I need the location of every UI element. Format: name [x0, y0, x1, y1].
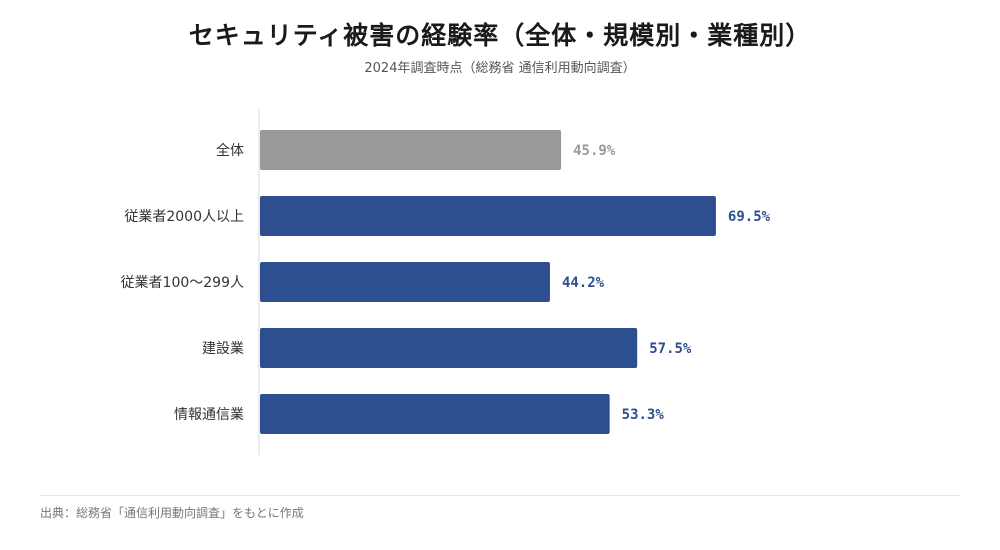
bar [260, 262, 550, 302]
value-label: 44.2% [562, 275, 605, 291]
value-label: 57.5% [649, 341, 692, 357]
category-label: 従業者100〜299人 [121, 275, 244, 291]
value-label: 69.5% [728, 209, 771, 225]
category-label: 情報通信業 [174, 407, 244, 423]
category-label: 全体 [216, 142, 244, 159]
bar [260, 130, 562, 170]
value-label: 45.9% [573, 143, 616, 159]
source-note: 出典：総務省「通信利用動向調査」をもとに作成 [40, 506, 304, 520]
category-label: 従業者2000人以上 [124, 209, 244, 225]
bars-layer: 全体 45.9% 従業者2000人以上 69.5% 従業者100〜299人 44.2% 建設… [121, 109, 771, 455]
value-label: 53.3% [622, 407, 665, 423]
category-label: 建設業 [202, 341, 244, 357]
chart-title: セキュリティ被害の経験率（全体・規模別・業種別） [188, 21, 812, 50]
bar [260, 328, 638, 368]
footer-divider [40, 495, 960, 496]
bar [260, 394, 610, 434]
chart-subtitle: 2024年調査時点（総務省 通信利用動向調査） [364, 61, 636, 76]
bar [260, 196, 716, 236]
